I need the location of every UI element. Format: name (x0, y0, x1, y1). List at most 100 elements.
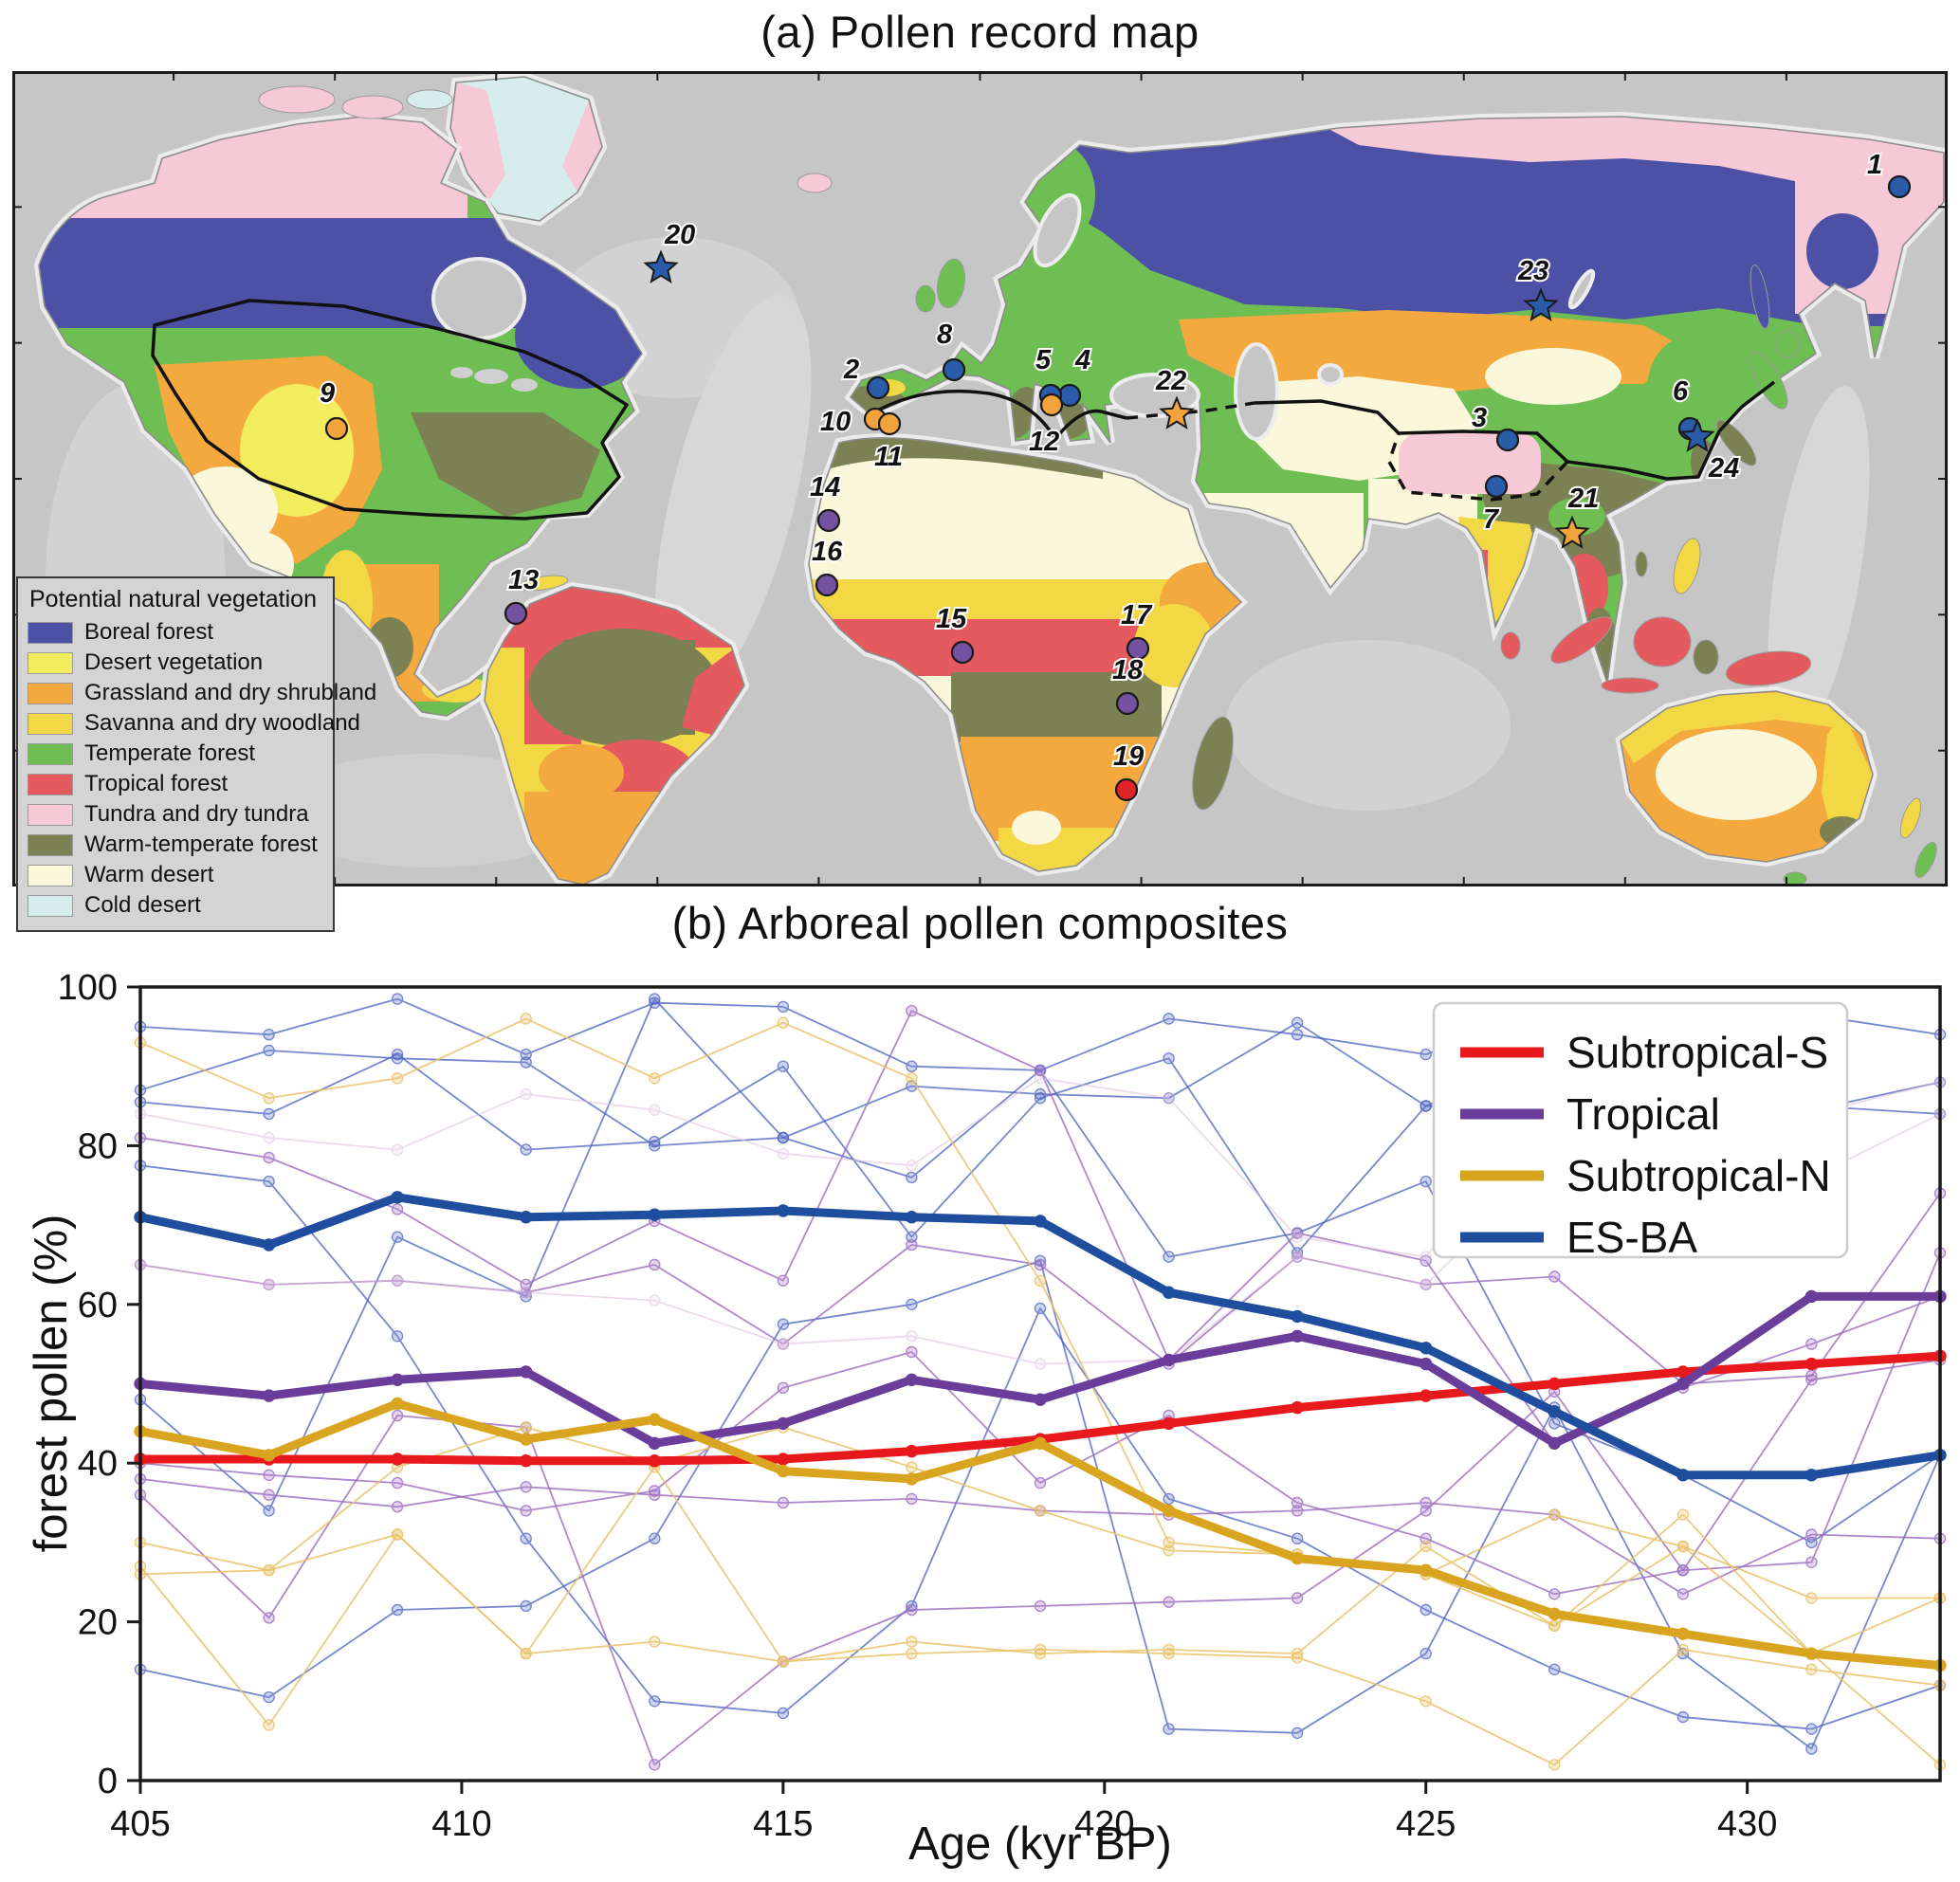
site-marker-13-circle (504, 601, 528, 626)
svg-text:60: 60 (78, 1286, 118, 1325)
record-line-Subtropical-N-13 (134, 1528, 1947, 1771)
legend-label: Boreal forest (84, 619, 214, 645)
legend-label: Tundra and dry tundra (84, 801, 309, 827)
legend-item: Savanna and dry woodland (27, 710, 360, 737)
svg-text:100: 100 (58, 968, 118, 1008)
arboreal-pollen-chart: 405 410 415 420 425 430 0 20 40 60 80 100 Subtropic… (0, 886, 1960, 1882)
legend-item: Tundra and dry tundra (27, 801, 323, 828)
legend-swatch (27, 894, 73, 917)
record-line-Tropical-10 (134, 1472, 1947, 1600)
legend-item: Tropical forest (27, 771, 323, 797)
plot-border (138, 985, 1942, 1782)
site-marker-18-circle (1115, 691, 1140, 716)
svg-text:405: 405 (110, 1804, 170, 1844)
legend-label: Temperate forest (84, 740, 256, 766)
composite-line-chart: 405 410 415 420 425 430 0 20 40 60 80 100 Subtropic… (26, 968, 1947, 1870)
legend-item: Warm desert (27, 862, 323, 888)
site-label-5: 5 (1035, 345, 1052, 375)
site-marker-21-star (1554, 515, 1590, 549)
site-marker-24-star (1679, 418, 1715, 452)
legend-swatch (27, 682, 73, 704)
vegetation-legend: Potential natural vegetation Boreal fore… (16, 576, 376, 932)
legend-item: Desert vegetation (27, 649, 323, 676)
site-label-16: 16 (812, 537, 843, 567)
site-label-15: 15 (936, 604, 967, 634)
australia (1621, 691, 1873, 862)
study-region-contour (151, 299, 1776, 521)
legend-swatch (27, 833, 73, 856)
greenland (450, 77, 602, 221)
vegetation-legend-title: Potential natural vegetation (29, 586, 317, 612)
legend-label: Warm desert (84, 862, 214, 887)
map-frame (12, 71, 1948, 886)
legend-item: Grassland and dry shrubland (27, 680, 376, 706)
legend-label: Desert vegetation (84, 649, 264, 675)
site-label-6: 6 (1673, 376, 1689, 407)
site-label-20: 20 (664, 220, 695, 250)
site-label-18: 18 (1112, 655, 1144, 685)
site-marker-2-circle (866, 375, 890, 400)
record-line-Subtropical-N-14 (134, 1421, 1947, 1604)
site-label-13: 13 (508, 565, 539, 595)
svg-text:410: 410 (431, 1804, 491, 1844)
pollen-record-map: 1 2 3 4 5 6 7 8 9 10 11 12 13 14 15 16 17 18 19 20 21 22 23 24 … (12, 71, 1948, 932)
site-label-10: 10 (820, 407, 851, 437)
composite-line-ES-BA (134, 1191, 1947, 1482)
site-label-12: 12 (1029, 427, 1059, 457)
site-label-2: 2 (843, 355, 859, 385)
panel-a-title: (a) Pollen record map (760, 7, 1200, 57)
legend-swatch (27, 621, 73, 644)
chart-axes: 405 410 415 420 425 430 0 20 40 60 80 100 (58, 968, 1778, 1844)
chart-legend-label-Subtropical-N: Subtropical-N (1566, 1151, 1831, 1200)
svg-text:415: 415 (753, 1804, 813, 1844)
legend-swatch (27, 651, 73, 674)
y-axis-label: forest pollen (%) (26, 1215, 77, 1553)
legend-label: Warm-temperate forest (84, 831, 318, 857)
site-label-21: 21 (1567, 484, 1599, 514)
site-label-19: 19 (1113, 741, 1144, 772)
site-label-17: 17 (1121, 600, 1153, 630)
legend-item: Temperate forest (27, 740, 323, 767)
composite-line-Subtropical-N (134, 1397, 1947, 1672)
composite-line-Tropical (134, 1289, 1947, 1450)
site-marker-3-circle (1495, 428, 1520, 452)
legend-swatch (27, 742, 73, 765)
site-label-1: 1 (1867, 150, 1882, 180)
svg-text:425: 425 (1396, 1804, 1456, 1844)
site-label-24: 24 (1708, 453, 1739, 484)
legend-swatch (27, 773, 73, 795)
svg-text:0: 0 (98, 1762, 118, 1801)
site-label-23: 23 (1517, 256, 1548, 286)
chart-legend: Subtropical-S Tropical Subtropical-N ES-BA (1432, 1001, 1849, 1262)
site-label-11: 11 (874, 442, 903, 472)
site-label-8: 8 (937, 320, 953, 350)
site-marker-1-circle (1887, 174, 1912, 199)
site-marker-22-star (1159, 395, 1195, 429)
site-marker-23-star (1523, 287, 1559, 321)
chart-legend-label-Tropical: Tropical (1566, 1089, 1720, 1139)
legend-swatch (27, 864, 73, 886)
x-axis-label: Age (kyr BP) (908, 1818, 1172, 1870)
panel-b-title: (b) Arboreal pollen composites (671, 898, 1289, 948)
site-marker-17-circle (1126, 636, 1150, 661)
site-label-9: 9 (320, 378, 335, 409)
svg-text:80: 80 (78, 1126, 118, 1166)
islands (797, 173, 1937, 878)
legend-swatch (27, 712, 73, 735)
site-label-22: 22 (1155, 366, 1186, 396)
site-marker-15-circle (950, 640, 975, 665)
chart-legend-label-ES-BA: ES-BA (1566, 1213, 1697, 1262)
site-marker-12-circle (1039, 393, 1064, 417)
legend-item: Warm-temperate forest (27, 831, 323, 858)
site-label-4: 4 (1074, 345, 1090, 375)
legend-label: Savanna and dry woodland (84, 710, 360, 736)
svg-text:430: 430 (1717, 1804, 1777, 1844)
site-marker-19-circle (1114, 777, 1139, 802)
chart-series (134, 993, 1947, 1771)
site-marker-7-circle (1484, 474, 1509, 499)
site-marker-8-circle (942, 357, 966, 382)
svg-text:20: 20 (78, 1603, 118, 1643)
svg-text:420: 420 (1074, 1804, 1134, 1844)
